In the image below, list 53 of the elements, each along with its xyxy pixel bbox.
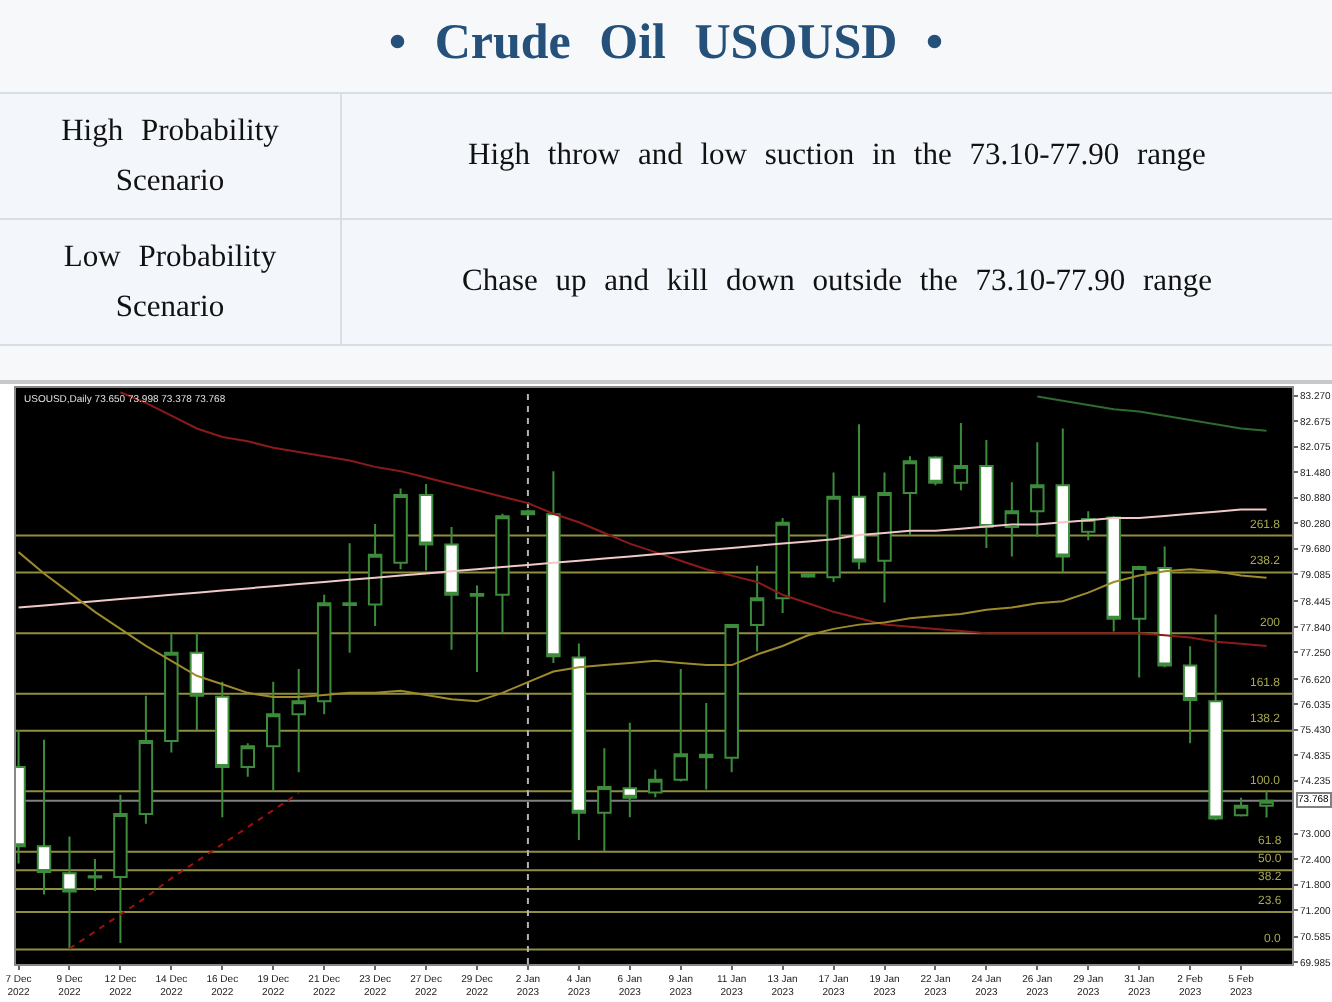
- candlestick: [342, 542, 357, 654]
- candlestick: [62, 835, 77, 951]
- candlestick: [1106, 514, 1121, 633]
- candlestick: [597, 747, 612, 853]
- candlestick: [928, 455, 943, 487]
- candlestick: [87, 858, 103, 893]
- candlestick: [724, 623, 739, 774]
- text: High throw and low suction in the 73.10-77.90 range: [341, 93, 1332, 219]
- candlestick: [698, 702, 714, 791]
- candlestick: [775, 517, 790, 615]
- candlestick: [1030, 441, 1045, 538]
- candlestick: [316, 593, 332, 716]
- candlestick: [418, 482, 434, 572]
- candlestick: [1055, 427, 1071, 574]
- candlestick: [469, 584, 485, 673]
- candlestick: [1182, 645, 1198, 745]
- candlestick: [1208, 613, 1223, 822]
- candlestick: [826, 471, 841, 583]
- text: High Probability Scenario: [0, 93, 341, 219]
- candlestick: [113, 793, 128, 945]
- candlestick: [240, 742, 255, 778]
- text: Chase up and kill down outside the 73.10-77.90 range: [341, 219, 1332, 345]
- line-series: [1036, 395, 1268, 432]
- candlestick: [189, 631, 205, 732]
- candlestick: [571, 642, 587, 841]
- candlestick: [1157, 545, 1172, 669]
- candlestick: [1259, 789, 1274, 819]
- candlestick: [673, 667, 688, 783]
- candlestick: [749, 564, 765, 653]
- candlestick: [495, 512, 510, 635]
- candlestick: [266, 680, 281, 793]
- candlestick: [1233, 796, 1249, 818]
- line-series: [68, 792, 300, 950]
- candlestick: [164, 632, 179, 754]
- candlestick: [953, 421, 969, 492]
- candlestick: [36, 738, 52, 896]
- candlestick: [138, 694, 154, 825]
- candlestick: [1004, 481, 1020, 558]
- candlestick: [546, 470, 561, 664]
- candlestick: [648, 768, 663, 799]
- candlestick: [622, 721, 638, 819]
- text: Low Probability Scenario: [0, 219, 341, 345]
- candlestick: [877, 471, 892, 604]
- candlestick: [902, 455, 918, 537]
- candlestick: [367, 523, 383, 627]
- candlestick: [1131, 564, 1147, 679]
- text: • Crude Oil USOUSD •: [386, 14, 946, 74]
- candlestick: [393, 487, 408, 571]
- candlestick: [851, 423, 867, 571]
- candlestick: [215, 680, 230, 819]
- candlestick: [979, 439, 994, 549]
- candlestick: [444, 526, 459, 651]
- candlestick: [291, 667, 306, 774]
